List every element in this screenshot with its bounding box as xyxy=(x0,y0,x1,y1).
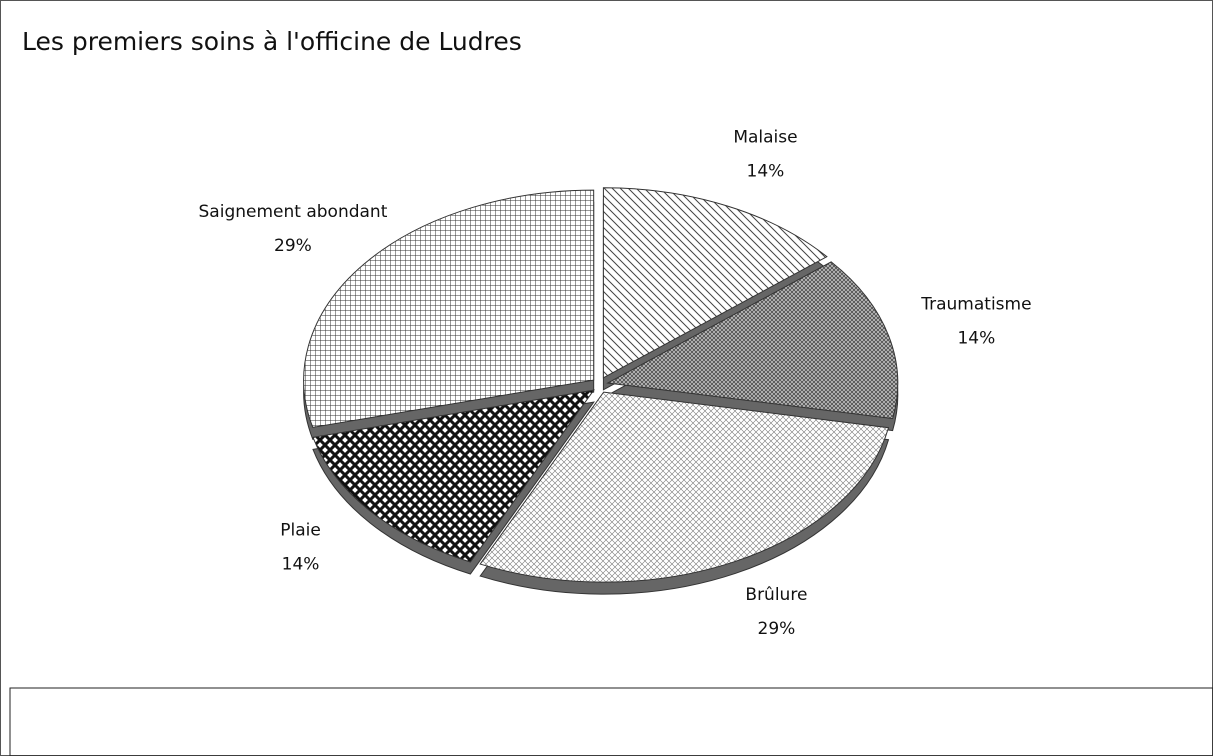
slice-value-label: 14% xyxy=(747,162,785,182)
slice xyxy=(312,389,595,563)
slice-value-label: 29% xyxy=(274,236,312,256)
text-box xyxy=(9,687,1213,756)
slice-label: Saignement abondant xyxy=(199,202,388,222)
slice-value-label: 29% xyxy=(758,619,796,639)
slice-label: Brûlure xyxy=(745,585,807,605)
slice-label: Malaise xyxy=(733,128,797,148)
slice xyxy=(303,189,595,428)
slice-value-label: 14% xyxy=(282,554,320,574)
slice-value-label: 14% xyxy=(957,329,995,349)
chart-title: Les premiers soins à l'officine de Ludre… xyxy=(22,27,522,56)
slice xyxy=(606,261,899,420)
slice xyxy=(602,187,828,379)
slice xyxy=(479,391,890,583)
slice-label: Traumatisme xyxy=(920,295,1031,315)
slice-label: Plaie xyxy=(280,520,321,540)
